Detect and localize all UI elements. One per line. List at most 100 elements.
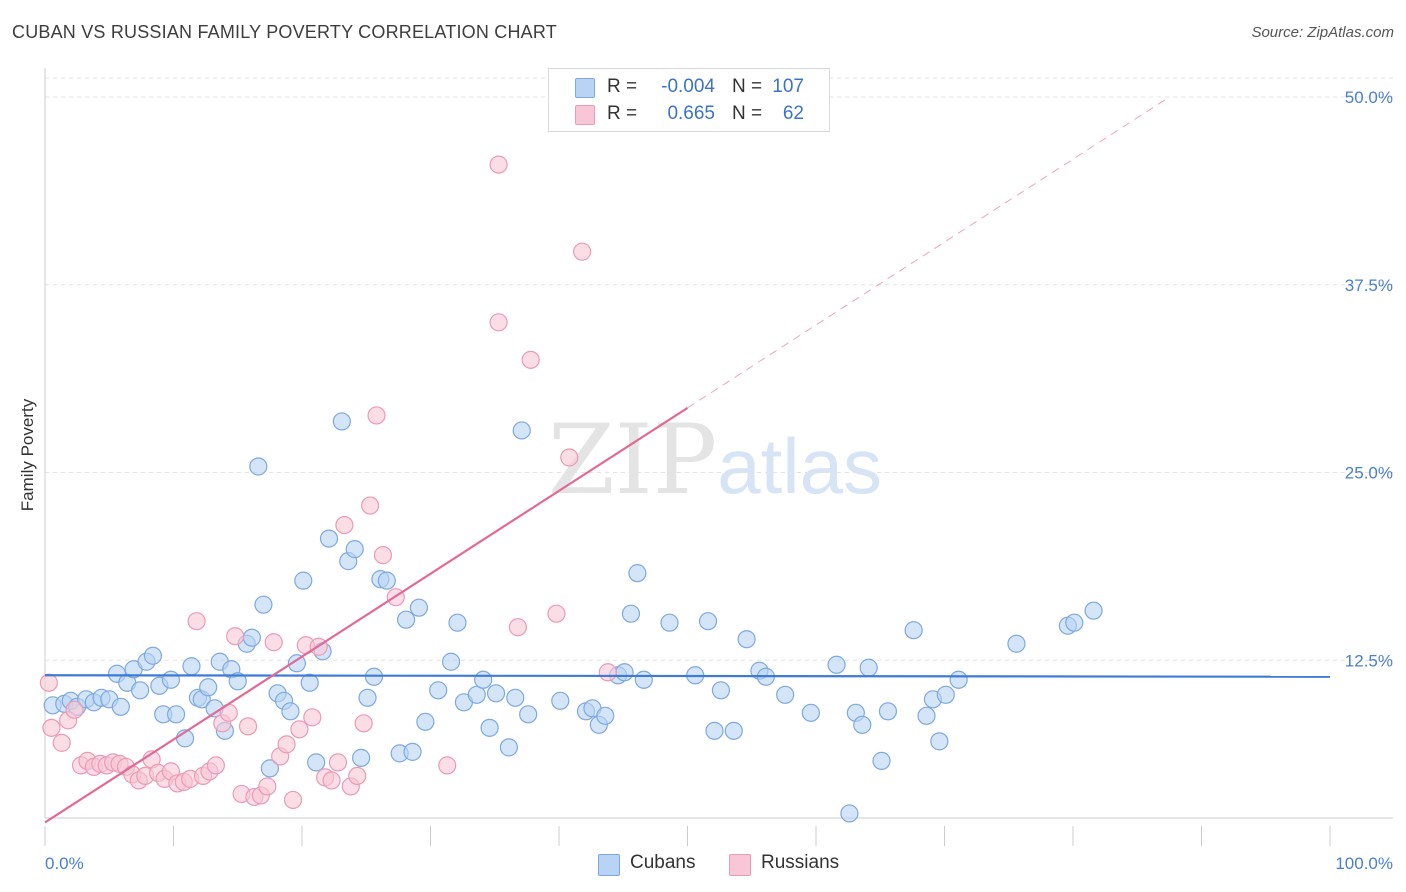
bottom-legend-swatch-russians	[729, 854, 751, 876]
point-russians	[573, 242, 592, 261]
stats-legend: R = -0.004 N = 107 R = 0.665 N = 62	[548, 68, 830, 132]
point-cubans	[949, 670, 968, 689]
trend-line-russians	[44, 406, 689, 824]
point-russians	[489, 155, 508, 174]
point-cubans	[551, 691, 570, 710]
point-cubans	[345, 540, 364, 559]
point-cubans	[1084, 601, 1103, 620]
y-tick-label: 50.0%	[1345, 88, 1393, 107]
point-russians	[367, 406, 386, 425]
point-cubans	[840, 804, 859, 823]
point-russians	[290, 720, 309, 739]
point-cubans	[111, 697, 130, 716]
point-cubans	[936, 685, 955, 704]
trend-line-cubans	[44, 674, 1331, 678]
point-russians	[322, 771, 341, 790]
point-cubans	[294, 571, 313, 590]
grid-lines	[45, 77, 1393, 661]
point-cubans	[416, 712, 435, 731]
legend-row-cubans: R = -0.004 N = 107	[549, 74, 829, 100]
legend-n-label: N =	[732, 103, 763, 124]
point-russians	[335, 515, 354, 535]
point-cubans	[917, 706, 936, 725]
point-cubans	[242, 628, 261, 647]
point-russians	[303, 708, 322, 727]
chart-title: CUBAN VS RUSSIAN FAMILY POVERTY CORRELAT…	[12, 22, 557, 42]
point-cubans	[182, 657, 201, 676]
x-tick-label: 100.0%	[1335, 854, 1393, 873]
legend-n-value-cubans: 107	[772, 76, 804, 97]
point-russians	[277, 735, 296, 754]
point-cubans	[776, 685, 795, 704]
point-russians	[373, 546, 393, 565]
point-russians	[238, 717, 258, 736]
point-russians	[547, 604, 566, 623]
point-cubans	[660, 613, 679, 632]
point-cubans	[474, 670, 493, 689]
legend-r-label: R =	[607, 103, 638, 124]
point-russians	[361, 496, 380, 515]
point-cubans	[396, 610, 416, 629]
point-cubans	[519, 705, 538, 724]
y-tick-label: 25.0%	[1345, 464, 1393, 483]
point-cubans	[628, 564, 647, 583]
axes	[44, 68, 1393, 846]
bottom-legend-swatch-cubans	[598, 854, 620, 876]
legend-r-value-russians: 0.665	[667, 103, 715, 124]
legend-n-value-russians: 62	[782, 103, 804, 124]
bottom-legend-label-russians: Russians	[761, 852, 840, 873]
point-russians	[348, 766, 367, 786]
point-cubans	[228, 672, 247, 691]
point-cubans	[499, 738, 518, 757]
watermark-atlas: atlas	[717, 422, 882, 510]
point-cubans	[621, 604, 641, 623]
point-cubans	[300, 673, 319, 692]
point-cubans	[409, 598, 429, 617]
point-cubans	[1007, 634, 1026, 653]
point-russians	[52, 733, 71, 752]
bottom-legend-label-cubans: Cubans	[630, 852, 696, 873]
point-russians	[560, 448, 579, 467]
data-points	[39, 155, 1103, 823]
point-cubans	[467, 685, 486, 704]
point-russians	[598, 663, 617, 682]
y-tick-label: 37.5%	[1345, 276, 1393, 295]
point-cubans	[130, 681, 150, 700]
point-cubans	[403, 742, 422, 761]
point-russians	[264, 633, 283, 652]
x-tick-label: 0.0%	[45, 854, 84, 873]
point-russians	[42, 718, 61, 737]
point-cubans	[364, 667, 384, 686]
point-cubans	[615, 663, 634, 682]
point-cubans	[512, 421, 531, 440]
point-cubans	[698, 612, 718, 631]
point-russians	[354, 714, 373, 733]
point-cubans	[143, 646, 163, 665]
point-cubans	[634, 670, 653, 689]
point-cubans	[705, 721, 724, 740]
point-cubans	[480, 718, 499, 737]
point-cubans	[358, 688, 377, 707]
point-russians	[39, 673, 58, 692]
point-russians	[328, 753, 348, 772]
point-cubans	[307, 753, 326, 772]
point-cubans	[859, 658, 878, 677]
point-cubans	[249, 457, 268, 476]
point-cubans	[332, 412, 351, 431]
point-cubans	[930, 732, 949, 751]
point-cubans	[506, 688, 525, 707]
point-russians	[65, 700, 84, 719]
tick-labels: 12.5% 25.0% 37.5% 50.0% 0.0% 100.0%	[45, 88, 1393, 873]
point-cubans	[737, 630, 756, 649]
point-russians	[438, 756, 457, 775]
legend-swatch-russians	[575, 105, 595, 125]
point-russians	[226, 627, 245, 646]
point-cubans	[486, 684, 506, 703]
point-cubans	[161, 670, 181, 689]
trend-lines	[44, 96, 1331, 824]
point-cubans	[254, 595, 273, 614]
point-cubans	[853, 715, 872, 734]
trend-line-extension-russians	[687, 96, 1170, 409]
point-cubans	[801, 703, 820, 722]
